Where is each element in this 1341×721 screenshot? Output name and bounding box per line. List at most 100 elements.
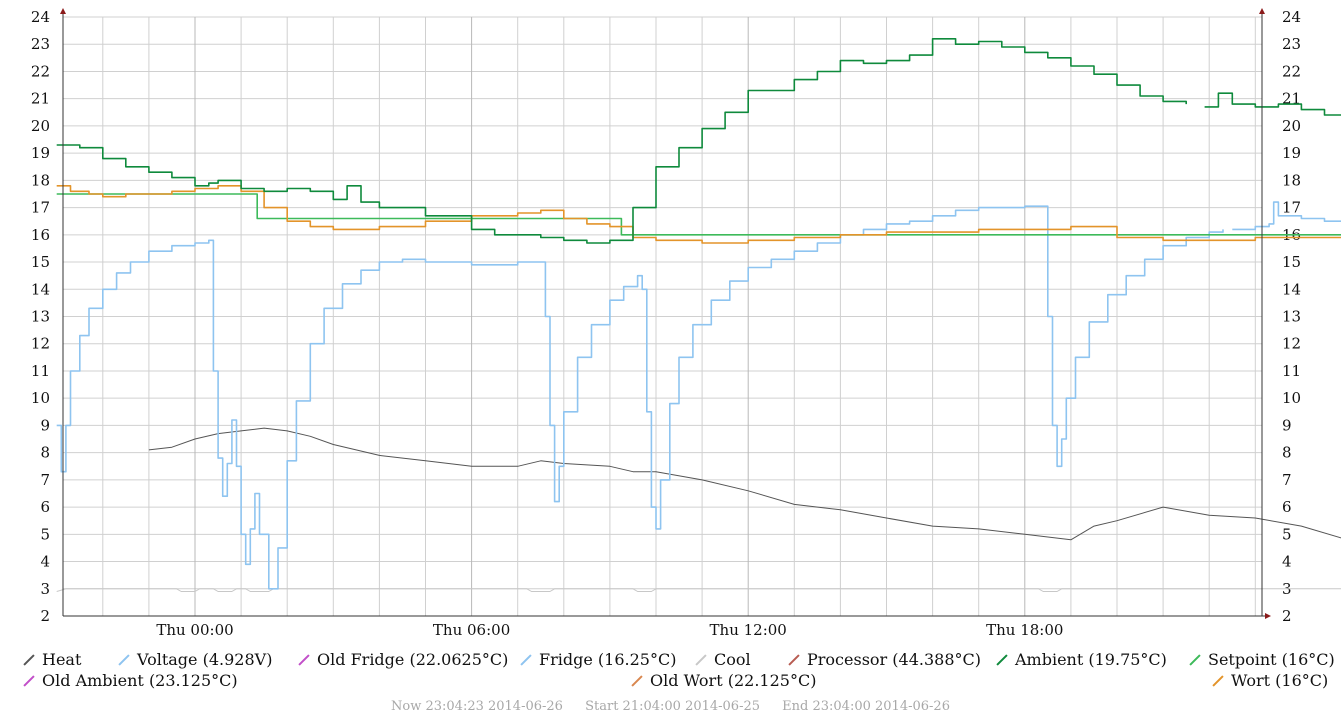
y-tick-label: 20 — [1282, 117, 1301, 135]
y-tick-label: 16 — [31, 226, 50, 244]
x-axis: Thu 00:00 Thu 06:00 Thu 12:00 Thu 18:00 — [156, 621, 1063, 639]
y-tick-label: 13 — [1282, 308, 1301, 326]
legend-item-old-wort[interactable]: Old Wort (22.125°C) — [630, 671, 816, 690]
legend-label: Old Fridge (22.0625°C) — [317, 650, 509, 669]
axis-arrow-icon — [1259, 8, 1265, 14]
footer-end: End 23:04:00 2014-06-26 — [782, 699, 950, 714]
y-tick-label: 21 — [1282, 90, 1301, 108]
legend-item-heat[interactable]: Heat — [22, 650, 81, 669]
legend-label: Old Wort (22.125°C) — [650, 671, 817, 690]
series-line-heat — [148, 427, 1341, 541]
legend-item-ambient[interactable]: Ambient (19.75°C) — [995, 650, 1167, 669]
legend-item-setpoint[interactable]: Setpoint (16°C) — [1188, 650, 1335, 669]
legend-item-processor[interactable]: Processor (44.388°C) — [787, 650, 981, 669]
y-tick-label: 19 — [1282, 144, 1301, 162]
y-tick-label: 18 — [1282, 171, 1301, 189]
y-tick-label: 2 — [1282, 607, 1292, 625]
footer-start: Start 21:04:00 2014-06-25 — [585, 699, 761, 714]
y-tick-label: 11 — [31, 362, 50, 380]
y-tick-label: 15 — [1282, 253, 1301, 271]
legend-label: Setpoint (16°C) — [1208, 650, 1335, 669]
legend-label: Processor (44.388°C) — [807, 650, 981, 669]
y-tick-label: 15 — [31, 253, 50, 271]
y-tick-label: 23 — [31, 35, 50, 53]
legend-item-old-ambient[interactable]: Old Ambient (23.125°C) — [22, 671, 238, 690]
x-tick-label: Thu 12:00 — [710, 621, 787, 639]
legend-label: Cool — [714, 650, 751, 669]
y-tick-label: 12 — [1282, 335, 1301, 353]
legend-item-old-fridge[interactable]: Old Fridge (22.0625°C) — [297, 650, 508, 669]
legend-swatch — [695, 653, 707, 666]
y-tick-label: 20 — [31, 117, 50, 135]
axis-arrow-icon — [60, 8, 66, 14]
x-tick-label: Thu 00:00 — [156, 621, 233, 639]
y-tick-label: 22 — [1282, 62, 1301, 80]
y-tick-label: 23 — [1282, 35, 1301, 53]
legend-swatch — [1212, 674, 1224, 687]
y-tick-label: 6 — [1282, 498, 1292, 516]
legend-swatch — [788, 653, 800, 666]
y-tick-label: 14 — [1282, 280, 1301, 298]
y-tick-label: 3 — [40, 580, 50, 598]
y-tick-label: 9 — [40, 416, 50, 434]
legend-label: Wort (16°C) — [1231, 671, 1329, 690]
legend-item-cool[interactable]: Cool — [694, 650, 751, 669]
legend-item-fridge[interactable]: Fridge (16.25°C) — [519, 650, 676, 669]
y-tick-label: 10 — [1282, 389, 1301, 407]
series-line-ambient — [1204, 92, 1341, 116]
legend-label: Ambient (19.75°C) — [1015, 650, 1167, 669]
y-tick-label: 18 — [31, 171, 50, 189]
series-line-fridge — [1232, 201, 1341, 231]
footer: Now 23:04:23 2014-06-26 Start 21:04:00 2… — [0, 699, 1341, 714]
axes — [60, 8, 1271, 619]
y-tick-label: 4 — [1282, 553, 1292, 571]
grid — [63, 16, 1262, 617]
y-tick-label: 14 — [31, 280, 50, 298]
legend-label: Old Ambient (23.125°C) — [42, 671, 238, 690]
series-group — [56, 38, 1341, 592]
series-line-setpoint — [56, 193, 1341, 236]
legend-swatch — [520, 653, 532, 666]
y-tick-label: 22 — [31, 62, 50, 80]
y-tick-label: 19 — [31, 144, 50, 162]
legend-item-voltage[interactable]: Voltage (4.928V) — [117, 650, 272, 669]
series-line-wort — [56, 185, 1341, 244]
legend-swatch — [631, 674, 643, 687]
y-tick-label: 2 — [40, 607, 50, 625]
legend: Heat Voltage (4.928V) Old Fridge (22.062… — [0, 646, 1341, 692]
legend-item-wort[interactable]: Wort (16°C) — [1211, 671, 1328, 690]
y-tick-label: 11 — [1282, 362, 1301, 380]
y-tick-label: 24 — [1282, 8, 1301, 26]
y-tick-label: 10 — [31, 389, 50, 407]
legend-swatch — [298, 653, 310, 666]
y-tick-label: 5 — [1282, 525, 1292, 543]
y-tick-label: 12 — [31, 335, 50, 353]
footer-now: Now 23:04:23 2014-06-26 — [391, 699, 563, 714]
legend-swatch — [118, 653, 130, 666]
y-tick-label: 8 — [1282, 444, 1292, 462]
y-tick-label: 8 — [40, 444, 50, 462]
y-tick-label: 7 — [1282, 471, 1292, 489]
legend-label: Heat — [42, 650, 82, 669]
series-line-ambient — [56, 38, 1187, 244]
y-tick-label: 17 — [1282, 199, 1301, 217]
y-tick-label: 9 — [1282, 416, 1292, 434]
legend-swatch — [1189, 653, 1201, 666]
legend-label: Voltage (4.928V) — [137, 650, 273, 669]
y-tick-label: 21 — [31, 90, 50, 108]
x-tick-label: Thu 06:00 — [433, 621, 510, 639]
legend-label: Fridge (16.25°C) — [539, 650, 677, 669]
legend-swatch — [23, 653, 35, 666]
y-tick-label: 5 — [40, 525, 50, 543]
axis-arrow-icon — [1265, 613, 1271, 619]
y-tick-label: 17 — [31, 199, 50, 217]
y-tick-label: 4 — [40, 553, 50, 571]
y-tick-label: 6 — [40, 498, 50, 516]
y-tick-label: 24 — [31, 8, 50, 26]
legend-swatch — [996, 653, 1008, 666]
y-tick-label: 7 — [40, 471, 50, 489]
y-tick-label: 13 — [31, 308, 50, 326]
